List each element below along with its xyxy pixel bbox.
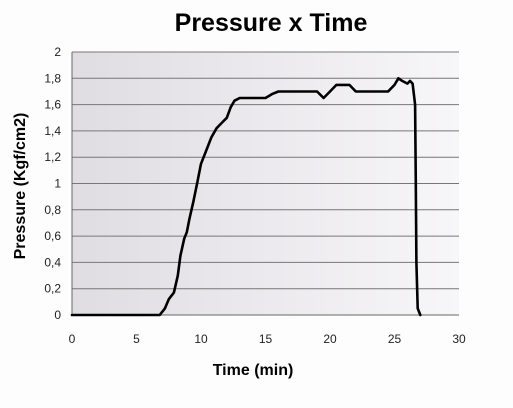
x-tick-labels: 0 5 10 15 20 25 30 <box>69 332 466 346</box>
x-axis-label: Time (min) <box>213 362 294 379</box>
y-tick-label: 0,8 <box>44 203 61 217</box>
grid-lines <box>72 51 459 316</box>
chart-title: Pressure x Time <box>175 9 368 37</box>
x-tick-label: 15 <box>259 332 273 346</box>
x-tick-label: 5 <box>133 332 140 346</box>
y-tick-label: 2 <box>54 45 61 59</box>
y-tick-label: 1,6 <box>44 98 61 112</box>
x-tick-label: 20 <box>323 332 337 346</box>
series-line <box>70 77 422 317</box>
y-axis-label: Pressure (Kgf/cm2) <box>12 113 29 260</box>
y-tick-label: 0 <box>54 308 61 322</box>
y-tick-labels: 0 0,2 0,4 0,6 0,8 1 1,2 1,4 1,6 1,8 2 <box>44 45 61 322</box>
series-layer <box>70 77 422 317</box>
y-tick-label: 0,6 <box>44 229 61 243</box>
y-tick-label: 1,2 <box>44 150 61 164</box>
x-tick-label: 25 <box>388 332 402 346</box>
x-tick-label: 0 <box>69 332 76 346</box>
y-tick-label: 1,4 <box>44 124 61 138</box>
y-tick-label: 0,2 <box>44 282 61 296</box>
x-tick-label: 10 <box>194 332 208 346</box>
y-tick-label: 0,4 <box>44 255 61 269</box>
y-tick-label: 1 <box>54 177 61 191</box>
y-tick-label: 1,8 <box>44 71 61 85</box>
x-tick-label: 30 <box>452 332 466 346</box>
